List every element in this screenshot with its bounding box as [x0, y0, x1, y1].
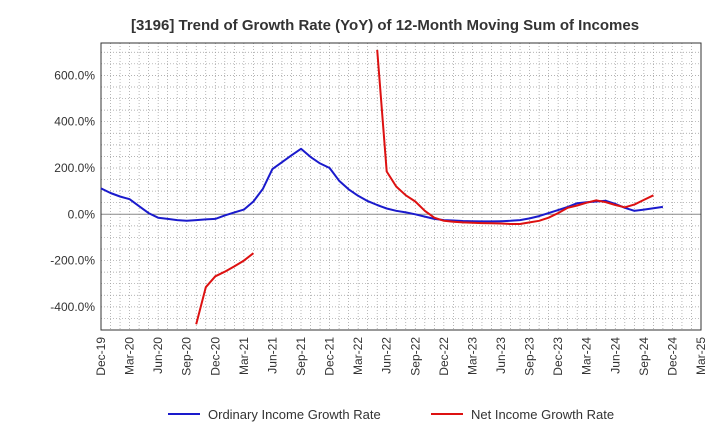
series-layer: [100, 49, 664, 325]
y-tick-label: 400.0%: [54, 115, 95, 129]
y-tick-label: 600.0%: [54, 68, 95, 82]
series-line-ordinary-income: [100, 147, 664, 223]
x-tick-label: Mar-23: [465, 337, 479, 375]
x-tick-label: Mar-20: [123, 337, 137, 375]
x-tick-label: Sep-22: [408, 337, 422, 376]
y-tick-label: -400.0%: [50, 300, 95, 314]
x-tick-label: Sep-24: [637, 337, 651, 376]
y-tick-label: 200.0%: [54, 161, 95, 175]
x-tick-label: Jun-22: [380, 337, 394, 374]
x-tick-label: Sep-21: [294, 337, 308, 376]
x-tick-label: Jun-23: [494, 337, 508, 374]
y-tick-label: 0.0%: [68, 207, 96, 221]
x-tick-label: Dec-22: [437, 337, 451, 376]
series-line-net-income: [195, 252, 255, 325]
legend: Ordinary Income Growth Rate Net Income Gr…: [168, 407, 614, 422]
x-tick-label: Dec-20: [208, 337, 222, 376]
chart-title: [3196] Trend of Growth Rate (YoY) of 12-…: [131, 17, 639, 34]
x-tick-label: Sep-23: [523, 337, 537, 376]
y-tick-label: -200.0%: [50, 254, 95, 268]
x-tick-label: Jun-20: [151, 337, 165, 374]
x-tick-label: Mar-21: [237, 337, 251, 375]
y-axis: -400.0% -200.0% 0.0% 200.0% 400.0% 600.0%: [50, 68, 95, 313]
x-tick-label: Dec-24: [665, 337, 679, 376]
x-tick-label: Mar-22: [351, 337, 365, 375]
x-tick-label: Dec-19: [94, 337, 108, 376]
legend-label-net-income: Net Income Growth Rate: [471, 407, 614, 422]
grid: [101, 43, 701, 330]
series-line-net-income: [376, 49, 654, 225]
plot-border: [100, 42, 702, 331]
legend-label-ordinary-income: Ordinary Income Growth Rate: [208, 407, 381, 422]
x-tick-label: Mar-24: [580, 337, 594, 375]
x-axis: Dec-19 Mar-20 Jun-20 Sep-20 Dec-20 Mar-21 Jun-…: [94, 337, 708, 376]
x-tick-label: Dec-21: [323, 337, 337, 376]
x-tick-label: Dec-23: [551, 337, 565, 376]
x-tick-label: Sep-20: [180, 337, 194, 376]
x-tick-label: Jun-21: [265, 337, 279, 374]
x-tick-label: Jun-24: [608, 337, 622, 374]
x-tick-label: Mar-25: [694, 337, 708, 375]
